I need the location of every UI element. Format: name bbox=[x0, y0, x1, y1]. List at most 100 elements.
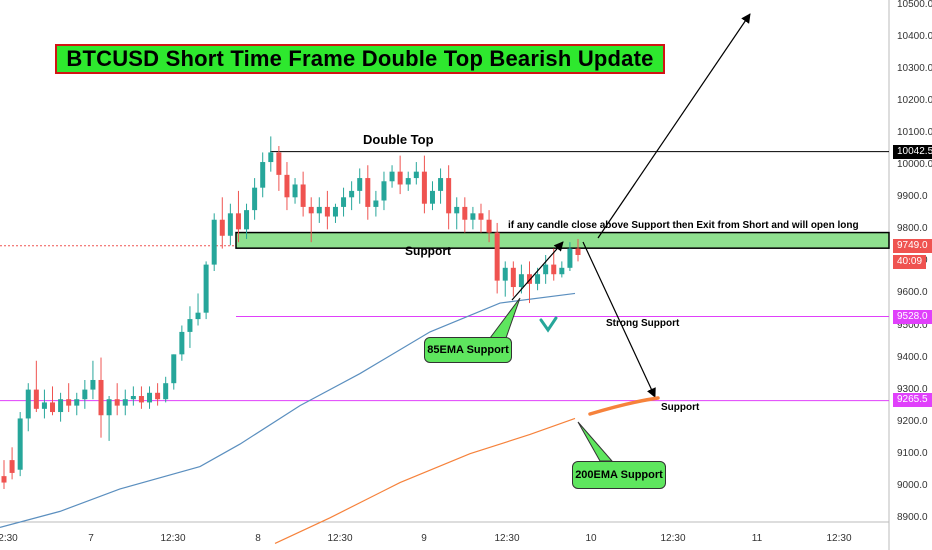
candle-body bbox=[25, 389, 31, 419]
y-tick-label: 10100.0 bbox=[897, 127, 932, 139]
x-tick-label: 2:30 bbox=[0, 533, 18, 544]
countdown-label: 40:09 bbox=[893, 255, 927, 269]
candle-body bbox=[147, 392, 153, 403]
candle-body bbox=[559, 267, 565, 275]
candle-body bbox=[82, 389, 88, 400]
candle-body bbox=[163, 383, 169, 400]
candle-body bbox=[397, 171, 403, 185]
candle-body bbox=[316, 206, 322, 214]
candle-body bbox=[74, 399, 80, 406]
candle-body bbox=[203, 264, 209, 313]
candle-body bbox=[219, 219, 225, 236]
candle-body bbox=[195, 312, 201, 320]
candle-body bbox=[486, 219, 492, 233]
candle-body bbox=[526, 274, 532, 284]
y-tick-label: 10500.0 bbox=[897, 0, 932, 10]
ema200-callout: 200EMA Support bbox=[572, 461, 666, 489]
candle-body bbox=[260, 162, 266, 188]
candle-body bbox=[535, 274, 541, 284]
exit-note: if any candle close above Support then E… bbox=[508, 220, 859, 231]
candle-body bbox=[122, 399, 128, 406]
candle-body bbox=[365, 178, 371, 207]
candle-body bbox=[114, 399, 120, 406]
candle-body bbox=[357, 178, 363, 191]
candle-body bbox=[130, 396, 136, 400]
y-tick-label: 10300.0 bbox=[897, 63, 932, 75]
candle-body bbox=[1, 476, 7, 483]
candle-body bbox=[413, 171, 419, 179]
candle-body bbox=[300, 184, 306, 207]
candle-body bbox=[341, 197, 347, 207]
candle-body bbox=[41, 402, 47, 409]
x-tick-label: 8 bbox=[255, 533, 261, 544]
lower-support-price-label: 9265.5 bbox=[893, 393, 932, 407]
y-tick-label: 9200.0 bbox=[897, 415, 928, 427]
candle-body bbox=[462, 206, 468, 220]
support-zone bbox=[235, 231, 890, 249]
candle-body bbox=[211, 219, 217, 265]
candle-body bbox=[17, 418, 23, 470]
candle-body bbox=[494, 232, 500, 281]
candle-body bbox=[252, 187, 258, 211]
bearish-target-arrow bbox=[582, 241, 656, 398]
candle-body bbox=[308, 206, 314, 214]
ema200-callout-pointer bbox=[577, 421, 614, 462]
lower-support-label: Support bbox=[661, 402, 700, 413]
x-tick-label: 7 bbox=[88, 533, 94, 544]
x-tick-label: 12:30 bbox=[160, 533, 186, 544]
candle-body bbox=[155, 392, 161, 400]
candle-body bbox=[276, 152, 282, 175]
chart-title-box: BTCUSD Short Time Frame Double Top Beari… bbox=[55, 44, 665, 74]
check-mark bbox=[539, 316, 558, 333]
candle-body bbox=[478, 213, 484, 220]
candle-body bbox=[438, 178, 444, 191]
y-tick-label: 10000.0 bbox=[897, 159, 932, 171]
y-tick-label: 9300.0 bbox=[897, 383, 928, 395]
candle-body bbox=[381, 181, 387, 201]
candle-body bbox=[389, 171, 395, 182]
candle-body bbox=[9, 460, 15, 473]
double-top-label: Double Top bbox=[363, 132, 434, 147]
x-tick-label: 10 bbox=[585, 533, 597, 544]
bullish-target-arrow bbox=[597, 13, 751, 239]
support-label: Support bbox=[405, 244, 451, 258]
candle-body bbox=[510, 267, 516, 288]
candle-body bbox=[187, 319, 193, 332]
candle-body bbox=[543, 264, 549, 275]
candle-body bbox=[90, 379, 96, 390]
candle-body bbox=[244, 210, 250, 230]
ema85-callout-pointer bbox=[489, 297, 521, 339]
ema200-line bbox=[274, 417, 576, 544]
candle-body bbox=[446, 178, 452, 214]
y-tick-label: 9900.0 bbox=[897, 191, 928, 203]
x-tick-label: 12:30 bbox=[660, 533, 686, 544]
x-tick-label: 12:30 bbox=[826, 533, 852, 544]
candle-body bbox=[171, 354, 177, 384]
x-tick-label: 9 bbox=[421, 533, 427, 544]
candle-body bbox=[518, 274, 524, 288]
y-tick-label: 9100.0 bbox=[897, 447, 928, 459]
ema200-projection bbox=[588, 396, 660, 416]
y-tick-label: 9500.0 bbox=[897, 319, 928, 331]
retest-arrow bbox=[511, 241, 564, 301]
candle-body bbox=[268, 152, 274, 163]
candle-body bbox=[429, 190, 435, 204]
candle-body bbox=[332, 206, 338, 217]
candle-body bbox=[454, 206, 460, 214]
ema85-line bbox=[0, 292, 576, 528]
x-tick-label: 12:30 bbox=[327, 533, 353, 544]
candle-body bbox=[50, 402, 56, 413]
support-price-label: 9749.0 bbox=[893, 239, 932, 253]
candle-body bbox=[551, 264, 557, 275]
candle-body bbox=[324, 206, 330, 217]
strong-support-label: Strong Support bbox=[606, 318, 680, 329]
y-tick-label: 8900.0 bbox=[897, 511, 928, 523]
y-tick-label: 10400.0 bbox=[897, 31, 932, 43]
chart-title: BTCUSD Short Time Frame Double Top Beari… bbox=[66, 46, 654, 71]
y-tick-label: 9600.0 bbox=[897, 287, 928, 299]
y-tick-label: 9000.0 bbox=[897, 479, 928, 491]
candle-body bbox=[106, 399, 112, 416]
candle-body bbox=[373, 200, 379, 207]
y-tick-label: 10200.0 bbox=[897, 95, 932, 107]
